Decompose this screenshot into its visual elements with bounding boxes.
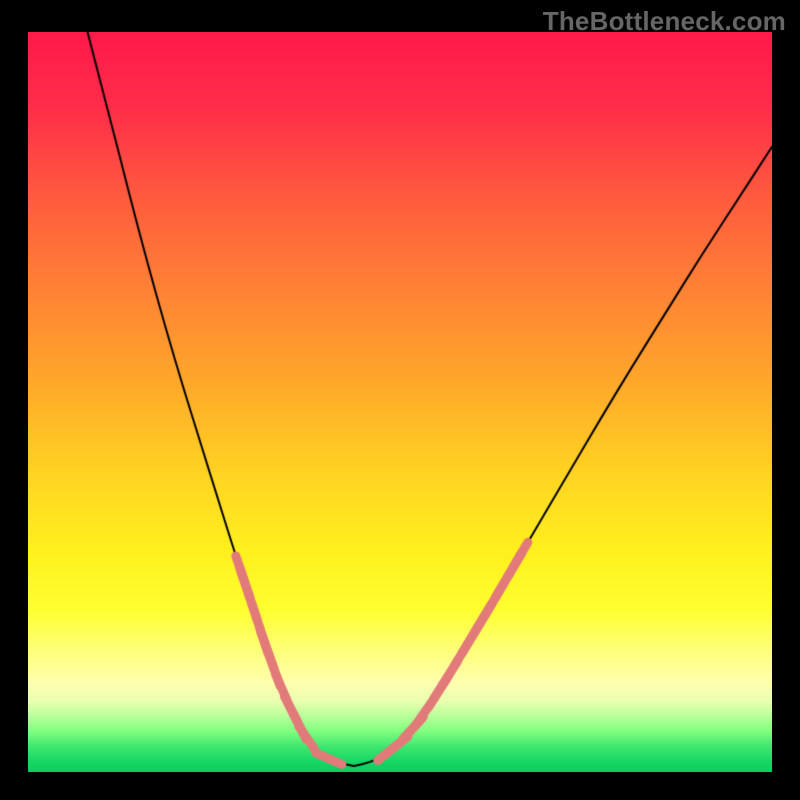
watermark-text: TheBottleneck.com: [543, 6, 786, 37]
plot-area: [28, 32, 772, 772]
v-curve-overlay: [28, 32, 772, 772]
chart-container: TheBottleneck.com: [0, 0, 800, 800]
